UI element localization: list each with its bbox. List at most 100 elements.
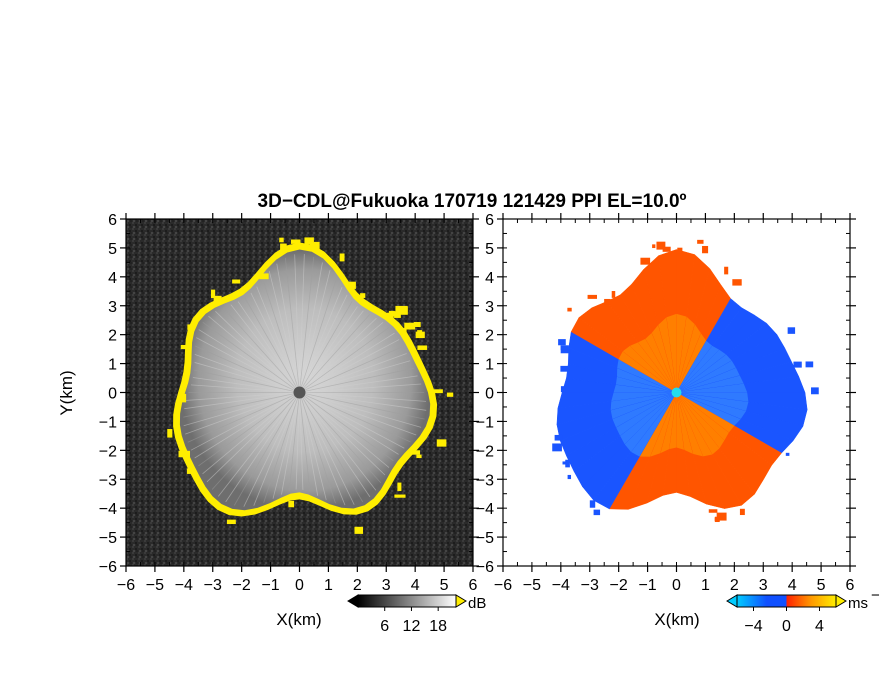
snr-overflow-speckle (309, 243, 315, 248)
snr-overflow-speckle (178, 450, 191, 458)
velocity-speckle (567, 307, 572, 312)
snr-radial-streak (299, 346, 404, 393)
snr-radial-streak (295, 392, 300, 490)
snr-radial-streak (299, 392, 363, 503)
snr-radial-streak (299, 360, 411, 393)
snr-radial-streak (299, 327, 390, 393)
snr-radial-streak (299, 254, 305, 393)
velocity-x-tick-label: 1 (701, 577, 710, 594)
snr-y-axis-label: Y(km) (57, 370, 76, 415)
snr-radial-streak (208, 315, 300, 393)
snr-radial-streak (202, 392, 300, 475)
velocity-y-tick-label: −3 (476, 472, 494, 489)
snr-x-tick-label: −3 (204, 577, 222, 594)
snr-x-tick-label: −6 (117, 577, 135, 594)
snr-colorbar: 6 12 18 dB (347, 594, 486, 635)
velocity-y-tick-label: 2 (485, 328, 494, 345)
velocity-y-tick-label: −6 (476, 559, 494, 576)
velocity-inner-shading (676, 360, 736, 393)
snr-radial-streak (281, 392, 300, 495)
velocity-inner-shading (676, 367, 740, 393)
velocity-axes: −6 −5 −4 −3 −2 −1 0 1 2 3 4 5 6 6 5 4 3 2 1 0 −1 −2 −3 −4 −5 −6 (476, 212, 856, 594)
snr-radial-streak (222, 307, 300, 393)
snr-radial-streak (299, 392, 319, 496)
velocity-x-tick-label: 0 (672, 577, 681, 594)
snr-x-tick-label: −4 (175, 577, 193, 594)
snr-overflow-speckle (210, 289, 216, 299)
velocity-speckle (554, 434, 563, 441)
snr-y-tick-label: −2 (99, 443, 117, 460)
snr-overflow-speckle (360, 293, 366, 298)
snr-overflow-speckle (280, 243, 287, 252)
snr-overflow-speckle (399, 328, 407, 334)
velocity-x-tick-label: 6 (846, 577, 855, 594)
snr-overflow-speckle (436, 439, 447, 447)
velocity-sector (676, 376, 806, 393)
velocity-inner-shading (676, 392, 729, 441)
snr-radial-streak (194, 362, 300, 393)
velocity-colorbar-tick-label: −4 (744, 618, 762, 635)
snr-radial-streak (198, 392, 300, 467)
snr-radial-streak (183, 392, 300, 427)
snr-overflow-speckle (313, 241, 320, 250)
snr-overflow-speckle (279, 237, 284, 243)
snr-radial-streak (299, 392, 311, 493)
snr-radial-streak (299, 392, 386, 476)
snr-colorbar-unit: dB (468, 595, 486, 612)
velocity-inner-shading (676, 392, 725, 449)
snr-x-tick-label: −5 (146, 577, 164, 594)
velocity-speckle (787, 327, 796, 334)
velocity-inner-shading (676, 316, 695, 393)
snr-radial-streak (299, 392, 371, 498)
snr-overflow-speckle (394, 311, 401, 318)
velocity-inner-shading (676, 345, 720, 393)
snr-radial-streak (206, 392, 300, 483)
snr-radial-streak (218, 392, 300, 497)
snr-radial-streak (253, 392, 300, 506)
velocity-colorbar-high-arrow (835, 594, 847, 608)
velocity-y-tick-label: −1 (476, 414, 494, 431)
snr-overflow-speckle (167, 429, 173, 438)
snr-radial-streak (198, 329, 300, 393)
velocity-inner-shading (612, 392, 677, 428)
velocity-y-tick-label: 1 (485, 357, 494, 374)
snr-overflow-speckle (413, 322, 421, 328)
snr-radial-streak (299, 375, 418, 393)
snr-radial-streak (299, 322, 384, 393)
velocity-inner-shading (624, 392, 677, 452)
snr-overflow-speckle (386, 312, 394, 322)
snr-y-tick-label: 0 (108, 386, 117, 403)
snr-colorbar-high-arrow (455, 594, 467, 608)
snr-overflow-speckle (404, 322, 416, 330)
snr-radial-streak (299, 392, 304, 490)
snr-radial-streak (299, 317, 377, 393)
snr-radial-streak (194, 369, 300, 393)
velocity-speckle (793, 361, 802, 368)
velocity-y-tick-label: 5 (485, 241, 494, 258)
snr-radial-streak (299, 392, 411, 443)
velocity-inner-shading (610, 392, 677, 411)
snr-echo-region (167, 237, 454, 534)
snr-y-tick-label: 2 (108, 328, 117, 345)
snr-radial-streak (299, 383, 422, 393)
snr-radial-streak (196, 337, 300, 393)
velocity-y-tick-label: −2 (476, 443, 494, 460)
velocity-y-tick-label: 4 (485, 270, 494, 287)
snr-overflow-speckle (181, 393, 187, 403)
velocity-speckle (562, 461, 566, 465)
snr-radial-streak (299, 294, 348, 393)
velocity-y-tick-label: −4 (476, 501, 494, 518)
snr-colorbar-tick-label: 6 (380, 618, 389, 635)
snr-y-tick-label: −6 (99, 559, 117, 576)
velocity-inner-shading (629, 342, 677, 393)
velocity-speckle (805, 361, 814, 368)
velocity-speckle (587, 294, 598, 299)
snr-radial-streak (299, 392, 394, 462)
velocity-colorbar-bar (736, 594, 837, 608)
snr-radial-streak (299, 339, 400, 393)
snr-y-tick-label: 3 (108, 299, 117, 316)
snr-overflow-speckle (397, 482, 402, 492)
velocity-speckle (611, 291, 616, 298)
snr-overflow-speckle (348, 281, 356, 289)
velocity-x-tick-label: −1 (638, 577, 656, 594)
